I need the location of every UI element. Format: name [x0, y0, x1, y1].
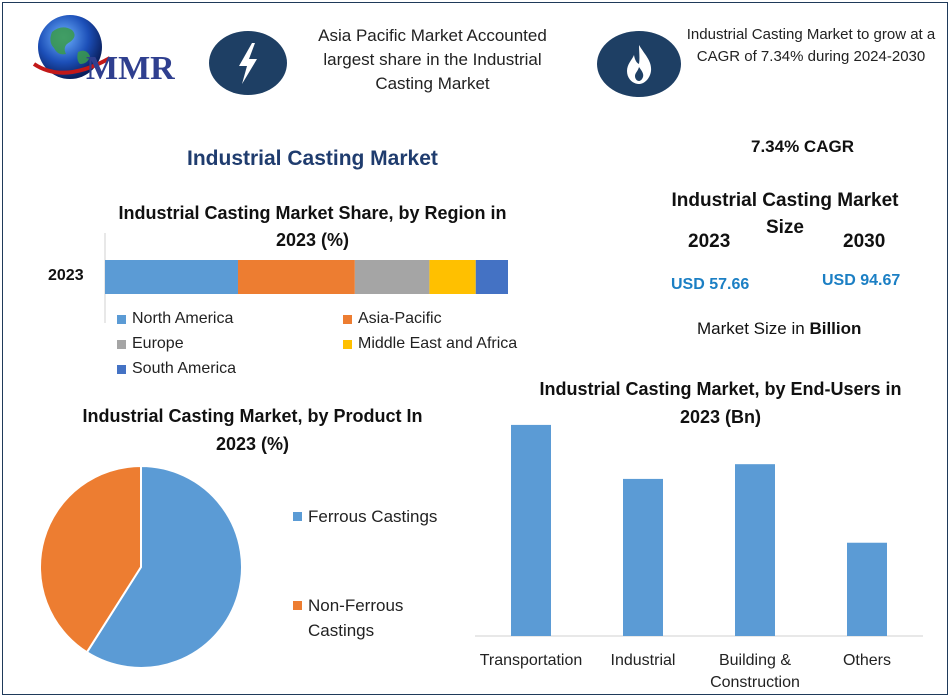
lightning-badge	[209, 31, 287, 95]
bar-transportation	[511, 424, 551, 636]
product-pie-chart	[39, 464, 243, 669]
bar-industrial	[623, 478, 663, 636]
legend-item-middle-east-and-africa: Middle East and Africa	[343, 335, 517, 353]
logo-text: MMR	[86, 50, 175, 87]
region-chart-category: 2023	[48, 267, 84, 284]
year-2030: 2030	[843, 231, 886, 252]
legend-label: Ferrous Castings	[308, 507, 438, 526]
pie-slice-ferrous-castings	[85, 464, 243, 669]
legend-item-non-ferrous-castings: Non-Ferrous Castings	[293, 593, 443, 643]
market-size-title: Industrial Casting Market Size	[671, 190, 899, 238]
cagr-label: 7.34% CAGR	[751, 137, 854, 156]
product-chart-title: Industrial Casting Market, by Product In…	[82, 406, 423, 454]
enduser-bar-chart: Transportation Industrial Building & Constr…	[475, 424, 923, 691]
legend-label: Asia-Pacific	[358, 310, 442, 327]
market-size-note-unit: Billion	[809, 319, 862, 338]
legend-swatch	[343, 339, 352, 349]
year-2023: 2023	[688, 231, 731, 252]
tick-label-industrial: Industrial	[611, 652, 676, 669]
legend-swatch	[293, 512, 302, 521]
legend-label: North America	[132, 310, 234, 327]
legend-item-asia-pacific: Asia-Pacific	[343, 310, 442, 328]
enduser-chart-title: Industrial Casting Market, by End-Users …	[539, 379, 902, 427]
header-fact-1: Asia Pacific Market Accounted largest sh…	[318, 26, 547, 93]
legend-item-europe: Europe	[117, 335, 184, 353]
tick-label-building-construction: Building & Construction	[710, 652, 800, 691]
region-bar-south-america	[475, 260, 508, 294]
legend-swatch	[117, 339, 126, 349]
region-bar-north-america	[105, 260, 238, 294]
legend-item-ferrous-castings: Ferrous Castings	[293, 504, 443, 529]
legend-swatch	[117, 314, 126, 324]
region-bar-europe	[354, 260, 430, 294]
logo: MMR	[14, 12, 194, 92]
market-size-note: Market Size in Billion	[697, 319, 861, 339]
region-bar-asia-pacific	[237, 260, 355, 294]
market-size-note-prefix: Market Size in	[697, 319, 810, 338]
legend-label: Middle East and Africa	[358, 335, 518, 352]
legend-swatch	[293, 601, 302, 610]
lightning-icon	[239, 43, 257, 84]
legend-swatch	[343, 314, 352, 324]
region-chart	[104, 233, 508, 323]
header-fact-2: Industrial Casting Market to grow at a C…	[686, 26, 936, 65]
legend-swatch	[117, 364, 126, 374]
globe-icon	[32, 15, 110, 79]
legend-label: Non-Ferrous Castings	[308, 596, 404, 640]
flame-badge	[597, 31, 681, 97]
legend-label: South America	[132, 360, 237, 377]
region-bar-middle-east-and-africa	[429, 260, 476, 294]
pie-slice-non-ferrous-castings	[39, 464, 142, 654]
bar-building-construction	[735, 464, 775, 636]
flame-icon	[627, 45, 652, 84]
legend-item-north-america: North America	[117, 310, 233, 328]
legend-item-south-america: South America	[117, 360, 236, 378]
tick-label-others: Others	[843, 652, 891, 669]
bar-others	[847, 542, 887, 636]
region-chart-title: Industrial Casting Market Share, by Regi…	[118, 203, 507, 250]
value-2023: USD 57.66	[671, 276, 750, 293]
legend-label: Europe	[132, 335, 184, 352]
main-title: Industrial Casting Market	[187, 147, 438, 170]
value-2030: USD 94.67	[822, 272, 901, 289]
tick-label-transportation: Transportation	[480, 652, 583, 669]
